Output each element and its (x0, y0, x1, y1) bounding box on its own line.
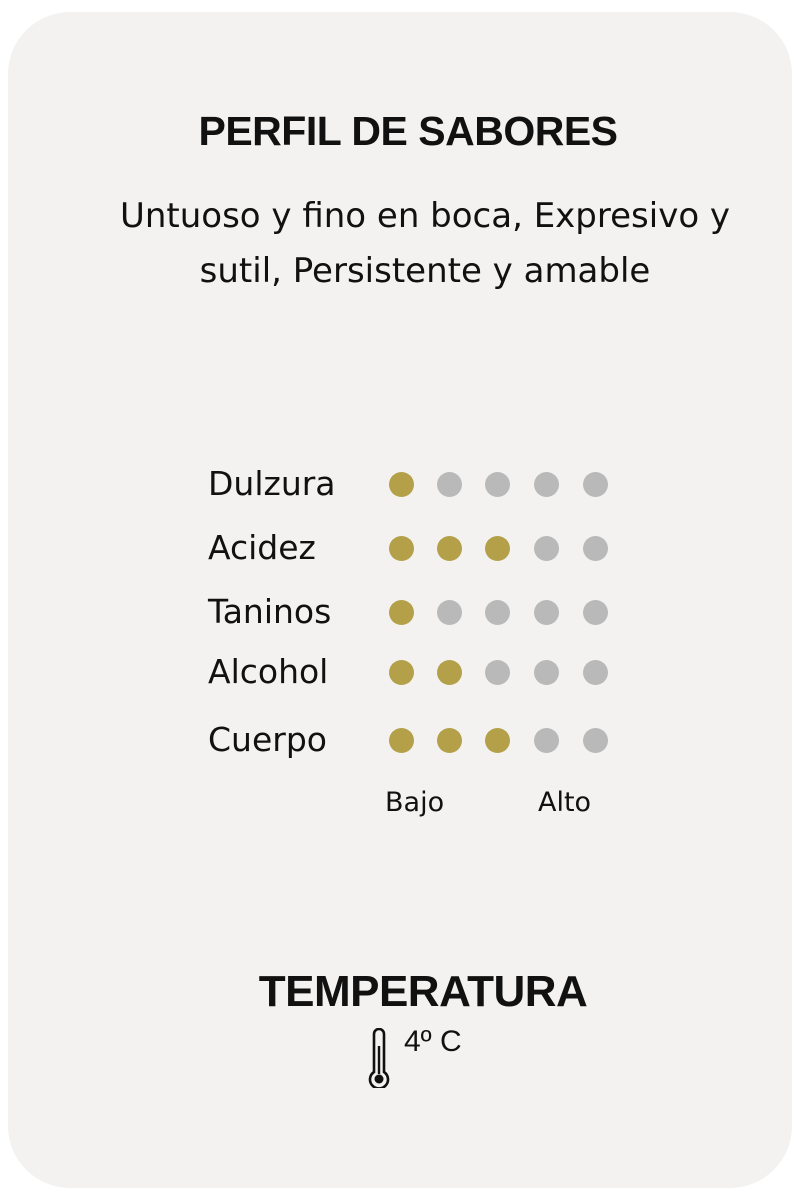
rating-dot-empty (534, 660, 559, 685)
thermometer-icon (368, 1028, 390, 1088)
temperature-value: 4º C (404, 1025, 462, 1058)
rating-label: Acidez (208, 528, 316, 567)
rating-dot-filled (389, 536, 414, 561)
rating-dot-empty (583, 600, 608, 625)
rating-dot-empty (437, 600, 462, 625)
rating-dot-empty (583, 472, 608, 497)
flavor-profile-card: PERFIL DE SABORES Untuoso y fino en boca… (8, 12, 792, 1188)
rating-dot-filled (485, 536, 510, 561)
rating-label: Cuerpo (208, 720, 327, 759)
scale-low-label: Bajo (385, 787, 445, 818)
rating-dot-filled (389, 660, 414, 685)
rating-dot-filled (437, 660, 462, 685)
rating-dot-empty (583, 660, 608, 685)
rating-dot-empty (583, 728, 608, 753)
rating-dot-empty (534, 536, 559, 561)
rating-dot-filled (389, 728, 414, 753)
rating-dot-empty (485, 472, 510, 497)
rating-dot-empty (485, 600, 510, 625)
rating-dot-filled (389, 600, 414, 625)
rating-label: Dulzura (208, 464, 336, 503)
rating-dot-empty (485, 660, 510, 685)
section-title: PERFIL DE SABORES (198, 108, 618, 154)
rating-dot-empty (534, 600, 559, 625)
flavor-description: Untuoso y fino en boca, Expresivo y suti… (119, 196, 731, 291)
rating-dot-filled (485, 728, 510, 753)
rating-dot-empty (534, 472, 559, 497)
rating-dot-empty (534, 728, 559, 753)
rating-dot-filled (389, 472, 414, 497)
rating-dot-filled (437, 728, 462, 753)
temperature-title: TEMPERATURA (258, 967, 588, 1016)
scale-high-label: Alto (538, 787, 592, 818)
rating-dot-empty (437, 472, 462, 497)
rating-dot-filled (437, 536, 462, 561)
rating-dot-empty (583, 536, 608, 561)
rating-label: Taninos (208, 592, 332, 631)
rating-label: Alcohol (208, 652, 329, 691)
